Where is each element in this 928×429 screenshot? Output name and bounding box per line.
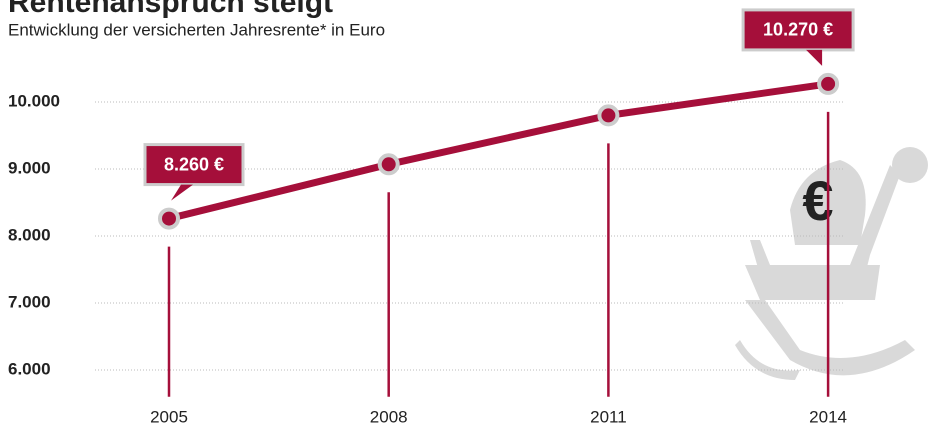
chart: Rentenanspruch steigt Entwicklung der ve… [0,0,928,429]
y-tick-label: 9.000 [8,158,51,177]
page: {"chart_data": {"type": "line", "title":… [0,0,928,429]
point [380,155,398,173]
line [169,84,828,219]
x-tick-label: 2011 [590,407,627,426]
point [599,106,617,124]
value-callout: 8.260 € [145,145,243,201]
y-tick-label: 6.000 [8,359,51,378]
point [160,210,178,228]
value-callout: 10.270 € [743,10,853,66]
y-tick-label: 10.000 [8,91,60,110]
value-label: 8.260 € [164,154,224,174]
callout-pointer [171,185,193,201]
x-tick-label: 2008 [370,407,408,426]
point [819,75,837,93]
rocking-chair-icon: € [735,147,928,380]
value-label: 10.270 € [763,20,833,40]
y-tick-label: 7.000 [8,292,51,311]
x-tick-label: 2005 [150,407,188,426]
chart-title: Rentenanspruch steigt [8,0,333,19]
y-tick-label: 8.000 [8,225,51,244]
chart-subtitle: Entwicklung der versicherten Jahresrente… [8,20,385,39]
x-tick-label: 2014 [809,407,847,426]
callout-pointer [806,50,822,66]
